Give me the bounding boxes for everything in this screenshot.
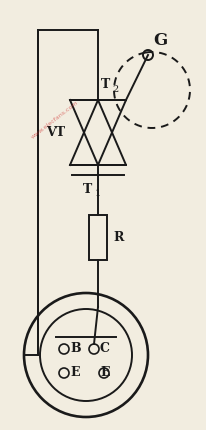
Text: G: G bbox=[152, 31, 166, 49]
Text: B: B bbox=[70, 343, 80, 356]
Text: E: E bbox=[70, 366, 79, 380]
Text: E: E bbox=[99, 366, 109, 380]
Text: C: C bbox=[99, 343, 109, 356]
Text: 2: 2 bbox=[112, 85, 118, 93]
Text: VT: VT bbox=[46, 126, 65, 139]
Text: 1: 1 bbox=[94, 188, 101, 197]
Bar bbox=[89, 215, 107, 260]
Circle shape bbox=[89, 344, 98, 354]
Circle shape bbox=[40, 309, 131, 401]
Circle shape bbox=[142, 50, 152, 60]
Text: R: R bbox=[113, 231, 124, 244]
Text: www.elecfans.com: www.elecfans.com bbox=[30, 100, 79, 140]
Circle shape bbox=[59, 344, 69, 354]
Text: T: T bbox=[83, 182, 92, 196]
Circle shape bbox=[24, 293, 147, 417]
Circle shape bbox=[59, 368, 69, 378]
Circle shape bbox=[98, 368, 109, 378]
Text: T: T bbox=[101, 77, 110, 90]
